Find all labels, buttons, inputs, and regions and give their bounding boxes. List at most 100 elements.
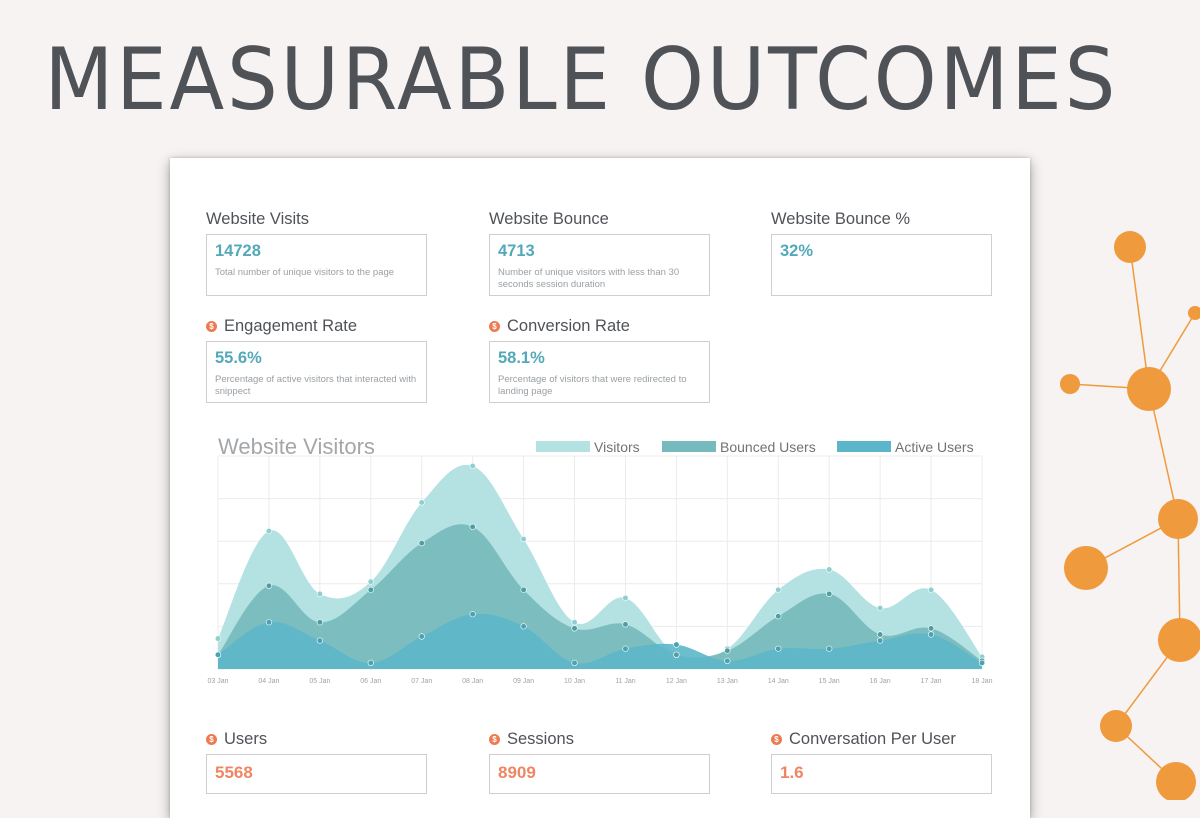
dollar-icon: $: [206, 733, 217, 745]
data-point: [826, 590, 833, 597]
metric-description: Percentage of active visitors that inter…: [215, 374, 417, 397]
data-point: [214, 651, 222, 658]
metric-label: Website Bounce %: [771, 210, 911, 228]
data-point: [775, 645, 782, 652]
metric-label: Website Bounce: [489, 210, 609, 228]
dollar-icon: $: [489, 320, 500, 332]
dollar-icon: $: [206, 320, 217, 332]
data-point: [673, 651, 680, 658]
data-point: [877, 637, 884, 644]
metric-value: 5568: [215, 763, 253, 782]
data-point: [265, 582, 273, 589]
data-point: [367, 659, 374, 667]
series-area-bounced-users: [218, 524, 982, 669]
metric-box: 14728 Total number of unique visitors to…: [206, 234, 427, 296]
data-point: [418, 499, 425, 506]
metric-box: 4713 Number of unique visitors with less…: [489, 234, 710, 296]
series-area-active-users: [218, 613, 982, 669]
data-point: [877, 605, 884, 612]
metric-value: 8909: [498, 763, 536, 782]
data-point: [367, 578, 374, 585]
data-point: [927, 586, 935, 593]
legend-swatch: [536, 441, 590, 452]
data-point: [520, 586, 527, 593]
data-point: [214, 635, 222, 642]
x-tick-label: 04 Jan: [258, 678, 279, 685]
legend-swatch: [837, 441, 891, 452]
x-tick-label: 14 Jan: [768, 678, 789, 685]
x-tick-label: 11 Jan: [615, 678, 636, 685]
data-point: [316, 619, 323, 626]
data-point: [826, 566, 833, 573]
website-visitors-chart: Website Visitors Visitors Bounced Users Act…: [207, 434, 992, 685]
x-tick-label: 17 Jan: [921, 678, 942, 685]
data-point: [469, 462, 476, 470]
x-tick-label: 13 Jan: [717, 678, 738, 685]
data-point: [724, 647, 731, 654]
network-decoration: [1060, 231, 1200, 800]
x-tick-label: 08 Jan: [462, 678, 483, 685]
data-point: [927, 631, 935, 638]
metric-box: 8909: [489, 754, 710, 794]
metric-box: 55.6% Percentage of active visitors that…: [206, 341, 427, 403]
legend-label: Active Users: [895, 439, 974, 455]
data-point: [571, 659, 578, 667]
metric-label: Engagement Rate: [224, 317, 358, 335]
data-point: [316, 590, 323, 597]
metric-box: 58.1% Percentage of visitors that were r…: [489, 341, 710, 403]
metric-box: 5568: [206, 754, 427, 794]
data-point: [724, 657, 731, 664]
x-tick-label: 06 Jan: [360, 678, 381, 685]
data-point: [622, 645, 629, 652]
metric-label: Website Visits: [206, 210, 310, 228]
metric-conversation-per-user: $ Conversation Per User 1.6: [771, 729, 992, 794]
dollar-icon: $: [771, 733, 782, 745]
data-point: [826, 645, 833, 652]
metric-description: Percentage of visitors that were redirec…: [498, 374, 687, 397]
data-point: [622, 594, 629, 602]
data-point: [367, 586, 374, 593]
data-point: [316, 637, 323, 644]
metric-value: 32%: [780, 242, 814, 260]
data-point: [520, 623, 527, 630]
metric-value: 4713: [498, 242, 535, 260]
data-point: [520, 535, 527, 543]
metric-description: Total number of unique visitors to the p…: [215, 267, 395, 278]
data-point: [927, 625, 935, 632]
data-point: [265, 527, 273, 535]
data-point: [571, 619, 578, 626]
legend-swatch: [662, 441, 716, 452]
data-point: [673, 641, 680, 648]
metric-value: 58.1%: [498, 349, 545, 367]
metric-sessions: $ Sessions 8909: [489, 729, 710, 794]
x-tick-label: 15 Jan: [819, 678, 840, 685]
metric-value: 14728: [215, 242, 261, 260]
x-tick-label: 18 Jan: [971, 678, 992, 685]
metric-website-bounce: Website Bounce 4713 Number of unique vis…: [489, 209, 710, 296]
data-point: [775, 586, 782, 593]
metric-conversion-rate: $ Conversion Rate 58.1% Percentage of vis…: [489, 316, 710, 403]
data-point: [418, 540, 425, 547]
metric-value: 55.6%: [215, 349, 262, 367]
data-point: [469, 611, 476, 618]
x-tick-label: 16 Jan: [870, 678, 891, 685]
metric-website-bounce-pct: Website Bounce % 32%: [771, 209, 992, 296]
dashboard-card: Website Visits 14728 Total number of uni…: [170, 158, 1030, 818]
metric-description: Number of unique visitors with less than…: [498, 267, 680, 290]
metric-label: Sessions: [507, 730, 574, 748]
metric-users: $ Users 5568: [206, 729, 427, 794]
metric-box: 1.6: [771, 754, 992, 794]
x-tick-label: 07 Jan: [411, 678, 432, 685]
data-point: [622, 621, 629, 628]
x-tick-label: 03 Jan: [207, 678, 228, 685]
legend-label: Bounced Users: [720, 439, 816, 455]
x-tick-label: 12 Jan: [666, 678, 687, 685]
data-point: [877, 631, 884, 638]
metric-label: Users: [224, 730, 268, 748]
data-point: [469, 523, 476, 530]
metric-label: Conversion Rate: [507, 317, 630, 335]
chart-title: Website Visitors: [218, 434, 375, 459]
x-tick-label: 10 Jan: [564, 678, 585, 685]
metric-label: Conversation Per User: [789, 730, 956, 748]
metric-value: 1.6: [780, 763, 804, 782]
